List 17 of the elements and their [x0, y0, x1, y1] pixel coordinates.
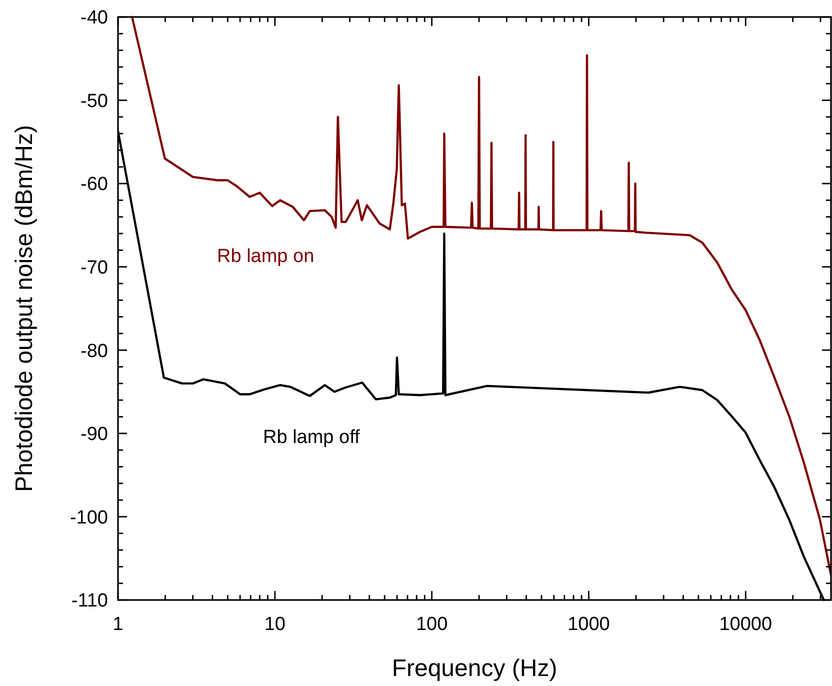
x-tick-label: 10: [264, 614, 286, 635]
series-label: Rb lamp on: [217, 246, 314, 267]
series-label: Rb lamp off: [263, 427, 361, 448]
x-tick-label: 100: [416, 614, 448, 635]
y-tick-label: -110: [71, 590, 108, 612]
x-tick-label: 1: [112, 614, 124, 635]
y-tick-label: -60: [80, 174, 108, 196]
y-tick-label: -40: [80, 8, 108, 29]
y-tick-label: -50: [80, 90, 108, 112]
y-axis-title: Photodiode output noise (dBm/Hz): [11, 125, 38, 492]
y-tick-label: -100: [70, 507, 108, 528]
x-tick-label: 1000: [568, 614, 610, 635]
y-tick-label: -90: [80, 424, 108, 446]
x-axis-title: Frequency (Hz): [392, 655, 558, 682]
y-tick-label: -70: [80, 258, 108, 279]
y-tick-label: -80: [80, 340, 108, 362]
x-tick-label: 10000: [719, 614, 772, 635]
